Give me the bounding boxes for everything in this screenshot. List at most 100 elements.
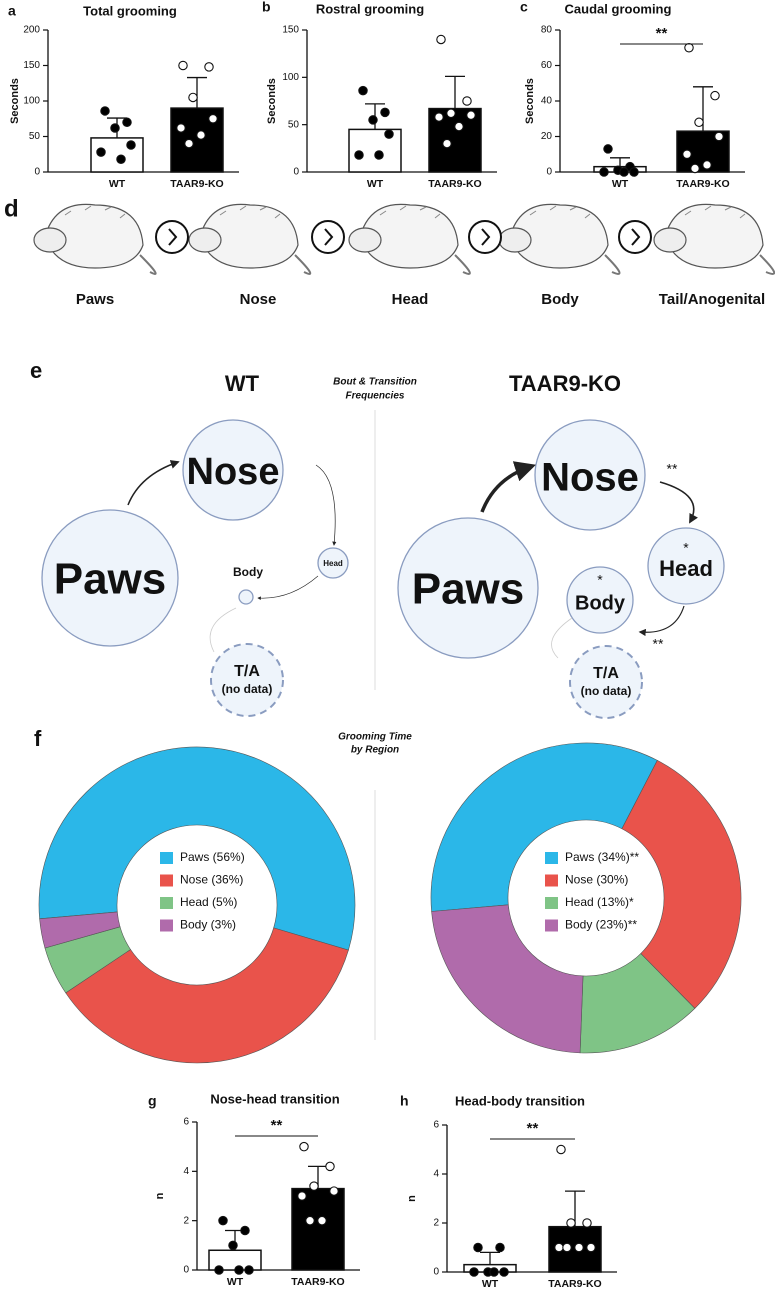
rat-head — [33, 227, 67, 253]
legend-label: Paws (34%)** — [565, 850, 639, 864]
panel-label: c — [520, 0, 528, 15]
chart-title: Rostral grooming — [316, 1, 424, 16]
donut-slice — [430, 742, 658, 912]
rat-head — [188, 227, 222, 253]
legend-label: Body (3%) — [180, 918, 236, 932]
y-tick-label: 150 — [23, 60, 40, 71]
rat-fur — [529, 205, 591, 219]
panel-title: Bout & Transition — [333, 377, 417, 388]
arrow — [480, 461, 536, 513]
step-label: Paws — [76, 291, 114, 308]
data-point — [309, 1181, 319, 1191]
rat-head — [653, 227, 687, 253]
node — [238, 589, 254, 605]
rat-fur — [219, 205, 281, 219]
data-point — [204, 62, 214, 72]
y-tick-label: 0 — [293, 167, 299, 178]
data-point — [462, 96, 472, 106]
arrow — [659, 481, 698, 524]
data-point — [684, 42, 694, 53]
data-point — [619, 167, 629, 177]
rat-body — [359, 203, 459, 269]
y-axis-label: n — [406, 1195, 418, 1202]
data-point — [317, 1215, 327, 1226]
data-point — [116, 154, 126, 164]
bar — [291, 1187, 345, 1271]
rat-tail — [454, 254, 471, 275]
node-label: T/A — [234, 663, 260, 680]
panel-label: g — [148, 1093, 157, 1109]
y-tick-label: 6 — [183, 1117, 189, 1128]
nodes — [41, 419, 725, 719]
donut-slice — [38, 746, 356, 951]
data-point — [374, 150, 384, 160]
y-axis-label: n — [154, 1192, 166, 1199]
rat-fur — [64, 205, 126, 219]
data-point — [454, 121, 464, 132]
data-point — [554, 1242, 564, 1253]
data-point — [714, 131, 724, 142]
legend-swatch — [160, 874, 173, 887]
node — [397, 517, 539, 659]
data-point — [240, 1225, 250, 1236]
data-point — [599, 167, 609, 177]
donut-slice — [621, 759, 742, 1009]
node — [210, 643, 284, 717]
y-tick-label: 50 — [288, 119, 300, 130]
data-point — [469, 1267, 479, 1277]
step-arrow-chevron — [324, 228, 334, 246]
panel-label: b — [262, 0, 271, 15]
y-tick-label: 40 — [541, 96, 553, 107]
significance: * — [597, 572, 603, 588]
data-point — [122, 117, 132, 128]
step-arrow-chevron — [168, 228, 178, 246]
y-axis-label: Seconds — [524, 78, 536, 124]
data-point — [126, 140, 136, 150]
legend-swatch — [545, 852, 558, 864]
data-point — [380, 107, 390, 118]
data-point — [208, 114, 218, 124]
arrow — [315, 464, 337, 546]
y-tick-label: 150 — [282, 25, 299, 36]
rat-head — [348, 227, 382, 253]
rat-body — [509, 203, 609, 269]
chart-title: Nose-head transition — [210, 1091, 339, 1106]
y-tick-label: 4 — [183, 1166, 189, 1177]
chart-title: Caudal grooming — [565, 1, 672, 16]
data-point — [214, 1265, 224, 1275]
node-label: T/A — [593, 665, 619, 682]
significance: ** — [656, 25, 668, 42]
data-point — [566, 1218, 576, 1228]
data-point — [384, 129, 394, 139]
node-label: Head — [323, 559, 343, 568]
step-label: Nose — [240, 291, 277, 308]
panel-label: f — [34, 726, 42, 751]
x-tick-label: TAAR9-KO — [291, 1276, 344, 1288]
step-arrow — [468, 220, 502, 254]
legend-label: Head (13%)* — [565, 895, 634, 909]
group-title: TAAR9-KO — [509, 371, 621, 396]
panel-title: Frequencies — [346, 391, 405, 402]
data-point — [244, 1265, 254, 1275]
step-arrow — [618, 220, 652, 254]
legend-label: Body (23%)** — [565, 918, 637, 932]
legend-swatch — [160, 897, 173, 909]
y-tick-label: 100 — [23, 96, 40, 107]
legend-swatch — [545, 874, 558, 887]
x-tick-label: WT — [227, 1276, 244, 1288]
data-point — [694, 117, 704, 128]
x-tick-label: WT — [612, 178, 629, 190]
illustrations — [33, 203, 775, 275]
y-axis-label: Seconds — [266, 78, 278, 124]
donut-slice — [65, 927, 349, 1064]
legend-label: Nose (36%) — [180, 873, 243, 887]
error-bar — [445, 75, 465, 109]
data-point — [218, 1215, 228, 1226]
rat-tail — [139, 254, 157, 275]
data-point — [325, 1161, 335, 1172]
data-point — [188, 92, 198, 103]
data-point — [305, 1215, 315, 1226]
panel-title: Grooming Time — [338, 732, 412, 743]
rat-tail — [604, 254, 621, 275]
x-tick-label: TAAR9-KO — [428, 178, 481, 190]
